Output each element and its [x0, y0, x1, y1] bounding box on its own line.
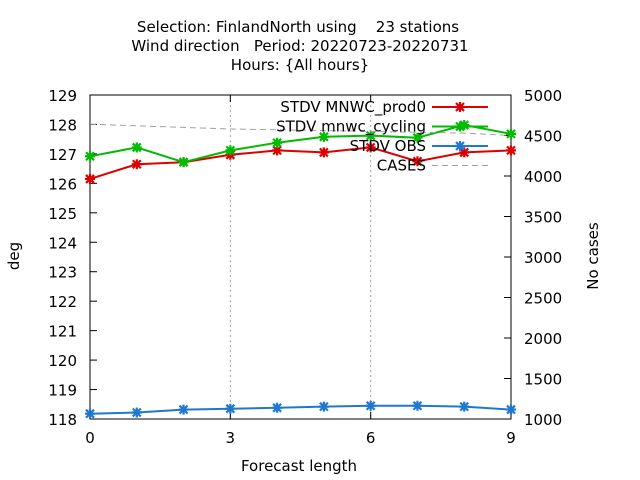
- x-axis-label: Forecast length: [241, 457, 357, 475]
- y-tick-label: 128: [48, 116, 77, 134]
- y2-tick-label: 3000: [524, 249, 562, 267]
- data-point: [412, 132, 423, 143]
- data-point: [412, 400, 423, 411]
- series-stdv-mnwc-cycling: [85, 120, 516, 168]
- x-tick-label: 3: [226, 429, 236, 447]
- plot-border: [89, 94, 512, 420]
- data-point: [131, 159, 142, 170]
- tick-labels: 0 3 6 9 118 119 120 121 122 123 124 125 126 127 128 129…: [48, 87, 562, 447]
- y-tick-label: 124: [48, 234, 77, 252]
- data-point: [318, 131, 329, 142]
- series-cases: [89, 123, 512, 136]
- legend-swatch-marker: [455, 141, 465, 151]
- y2-tick-label: 4000: [524, 168, 562, 186]
- data-point: [272, 145, 283, 156]
- y-tick-label: 118: [48, 411, 77, 429]
- data-point: [225, 403, 236, 414]
- data-point: [225, 145, 236, 156]
- y-tick-label: 122: [48, 293, 77, 311]
- y-axis-label: deg: [5, 242, 23, 270]
- x-tick-label: 0: [85, 429, 95, 447]
- legend-entry: STDV mnwc_cycling: [276, 118, 488, 137]
- y-tick-label: 127: [48, 146, 77, 164]
- data-point: [131, 407, 142, 418]
- data-point: [85, 408, 95, 419]
- data-point: [178, 404, 189, 415]
- series-stdv-mnwc-prod0: [85, 142, 516, 184]
- series-line: [89, 404, 512, 415]
- series-line: [89, 123, 512, 136]
- data-point: [459, 120, 470, 131]
- legend-swatch-marker: [455, 121, 465, 132]
- y2-tick-label: 5000: [524, 87, 562, 105]
- title-line-1: Selection: FinlandNorth using 23 station…: [137, 18, 459, 36]
- data-point: [131, 142, 142, 153]
- title-line-2: Wind direction Period: 20220723-20220731: [131, 37, 468, 55]
- y2-axis-label: No cases: [584, 222, 602, 290]
- data-point: [459, 401, 470, 412]
- y2-tick-label: 4500: [524, 128, 562, 146]
- series-layer: [85, 120, 516, 419]
- series-stdv-obs: [85, 400, 516, 419]
- data-point: [506, 128, 516, 139]
- data-point: [85, 151, 95, 162]
- data-point: [506, 404, 516, 415]
- axes: [89, 94, 512, 420]
- y-tick-label: 125: [48, 205, 77, 223]
- title-line-3: Hours: {All hours}: [231, 56, 369, 74]
- y-tick-label: 121: [48, 323, 77, 341]
- y-tick-label: 129: [48, 87, 77, 105]
- data-point: [272, 402, 283, 413]
- series-line: [89, 123, 512, 164]
- y-tick-label: 120: [48, 352, 77, 370]
- y-tick-label: 119: [48, 382, 77, 400]
- data-point: [318, 147, 329, 158]
- legend-label: STDV MNWC_prod0: [280, 98, 426, 117]
- y2-tick-label: 3500: [524, 209, 562, 227]
- data-point: [459, 147, 470, 158]
- y2-tick-label: 1500: [524, 371, 562, 389]
- y2-tick-label: 2500: [524, 290, 562, 308]
- y-tick-label: 126: [48, 175, 77, 193]
- x-tick-label: 6: [366, 429, 376, 447]
- data-point: [318, 401, 329, 412]
- y2-tick-label: 2000: [524, 330, 562, 348]
- legend-entry: STDV MNWC_prod0: [280, 98, 488, 117]
- data-point: [85, 173, 95, 184]
- data-point: [178, 157, 189, 168]
- data-point: [506, 145, 516, 156]
- y-tick-label: 123: [48, 264, 77, 282]
- legend-entry: STDV OBS: [350, 137, 488, 155]
- grid-lines: [229, 95, 372, 419]
- legend-label: STDV OBS: [350, 137, 426, 155]
- data-point: [365, 130, 376, 141]
- x-tick-label: 9: [506, 429, 516, 447]
- series-line: [89, 146, 512, 180]
- legend-swatch-marker: [455, 102, 465, 112]
- data-point: [365, 400, 376, 411]
- legend-label: STDV mnwc_cycling: [276, 118, 426, 137]
- data-point: [365, 142, 376, 153]
- chart-title: Selection: FinlandNorth using 23 station…: [131, 18, 468, 74]
- legend-entry: CASES: [377, 157, 488, 175]
- y2-tick-label: 1000: [524, 411, 562, 429]
- data-point: [272, 137, 283, 148]
- data-point: [412, 156, 423, 167]
- legend-label: CASES: [377, 157, 426, 175]
